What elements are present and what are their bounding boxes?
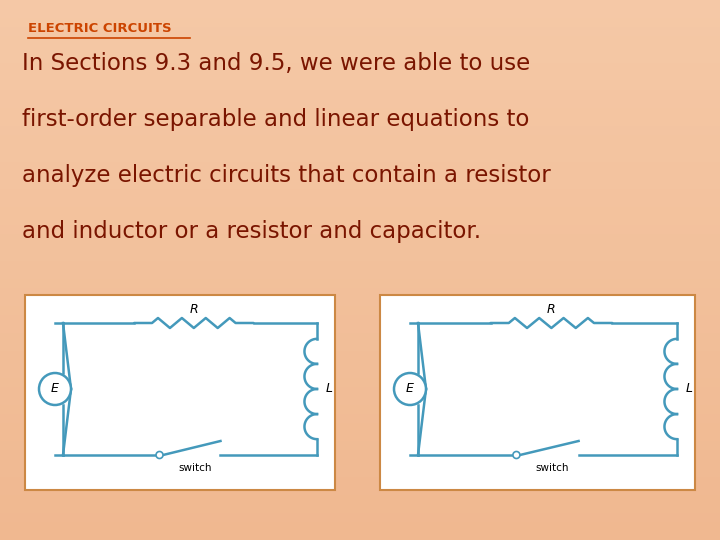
Bar xyxy=(0,297,720,306)
Text: E: E xyxy=(51,382,59,395)
Bar xyxy=(0,45,720,54)
Bar xyxy=(0,225,720,234)
Bar xyxy=(0,522,720,531)
Bar xyxy=(0,450,720,459)
Bar xyxy=(0,423,720,432)
Bar xyxy=(0,270,720,279)
Text: ELECTRIC CIRCUITS: ELECTRIC CIRCUITS xyxy=(28,22,171,35)
Bar xyxy=(0,360,720,369)
Text: In Sections 9.3 and 9.5, we were able to use: In Sections 9.3 and 9.5, we were able to… xyxy=(22,52,530,75)
Bar xyxy=(0,63,720,72)
Bar xyxy=(0,9,720,18)
Text: R: R xyxy=(189,303,198,316)
Bar xyxy=(0,441,720,450)
Circle shape xyxy=(156,451,163,458)
Bar xyxy=(0,117,720,126)
Text: E: E xyxy=(406,382,414,395)
Text: L: L xyxy=(326,382,333,395)
Bar xyxy=(0,171,720,180)
Bar xyxy=(0,414,720,423)
Circle shape xyxy=(513,451,520,458)
Bar xyxy=(0,531,720,540)
Circle shape xyxy=(394,373,426,405)
Bar xyxy=(0,504,720,513)
Bar xyxy=(0,342,720,351)
Bar xyxy=(0,18,720,27)
Bar xyxy=(0,126,720,135)
Bar xyxy=(0,252,720,261)
Bar xyxy=(0,468,720,477)
Bar xyxy=(0,180,720,189)
Bar xyxy=(0,405,720,414)
Bar xyxy=(0,432,720,441)
Bar xyxy=(0,81,720,90)
Bar xyxy=(0,0,720,9)
Bar xyxy=(0,387,720,396)
Text: first-order separable and linear equations to: first-order separable and linear equatio… xyxy=(22,108,529,131)
Bar xyxy=(0,369,720,378)
Bar xyxy=(0,324,720,333)
FancyBboxPatch shape xyxy=(380,295,695,490)
Bar xyxy=(0,72,720,81)
Text: L: L xyxy=(686,382,693,395)
Bar xyxy=(0,189,720,198)
Bar xyxy=(0,198,720,207)
Bar xyxy=(0,135,720,144)
Bar xyxy=(0,288,720,297)
Bar xyxy=(0,486,720,495)
Bar xyxy=(0,90,720,99)
Bar xyxy=(0,306,720,315)
Bar xyxy=(0,153,720,162)
Bar xyxy=(0,261,720,270)
Bar xyxy=(0,513,720,522)
Text: switch: switch xyxy=(536,463,570,473)
Bar xyxy=(0,162,720,171)
Bar xyxy=(0,99,720,108)
Bar xyxy=(0,108,720,117)
Bar xyxy=(0,459,720,468)
Bar xyxy=(0,279,720,288)
Bar xyxy=(0,36,720,45)
Bar xyxy=(0,351,720,360)
Text: R: R xyxy=(547,303,556,316)
Bar xyxy=(0,243,720,252)
Bar xyxy=(0,216,720,225)
Bar xyxy=(0,477,720,486)
Bar xyxy=(0,144,720,153)
Bar xyxy=(0,315,720,324)
FancyBboxPatch shape xyxy=(25,295,335,490)
Text: analyze electric circuits that contain a resistor: analyze electric circuits that contain a… xyxy=(22,164,551,187)
Bar xyxy=(0,54,720,63)
Text: switch: switch xyxy=(179,463,212,473)
Bar xyxy=(0,27,720,36)
Circle shape xyxy=(39,373,71,405)
Bar xyxy=(0,207,720,216)
Bar xyxy=(0,495,720,504)
Bar xyxy=(0,234,720,243)
Bar xyxy=(0,333,720,342)
Text: and inductor or a resistor and capacitor.: and inductor or a resistor and capacitor… xyxy=(22,220,481,243)
Bar xyxy=(0,378,720,387)
Bar xyxy=(0,396,720,405)
